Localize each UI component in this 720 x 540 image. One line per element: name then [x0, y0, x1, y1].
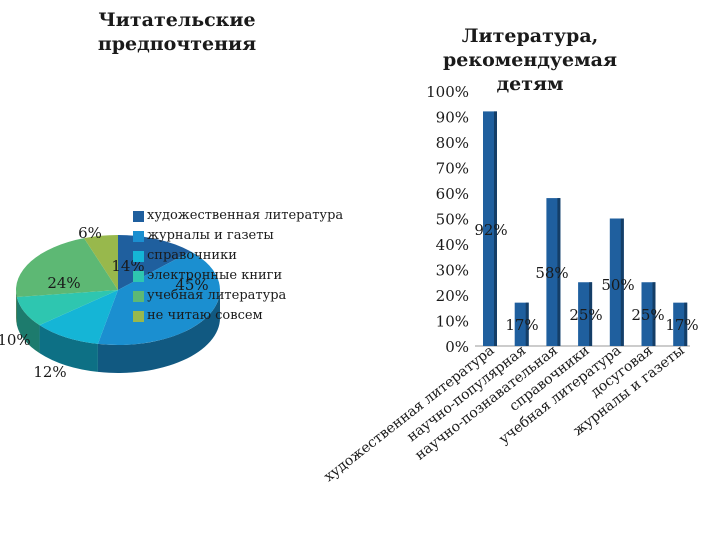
y-tick-label-1: 10% — [436, 313, 469, 331]
legend-label-1: журналы и газеты — [147, 228, 274, 243]
pie-slice-4 — [16, 238, 119, 297]
bar-value-label-3: 25% — [569, 306, 602, 324]
legend-entry-2: справочники — [133, 246, 343, 266]
bar-value-label-4: 50% — [601, 276, 634, 294]
y-tick-label-4: 40% — [436, 236, 469, 254]
y-tick-label-6: 60% — [436, 185, 469, 203]
pie-slice-side-1 — [97, 290, 220, 373]
bar-6 — [673, 302, 688, 346]
legend-swatch-1 — [133, 230, 144, 242]
y-tick-label-0: 0% — [445, 338, 469, 356]
pie-slice-5 — [84, 235, 118, 290]
bar-chart-title: Литература, рекомендуемая детям — [442, 25, 618, 95]
legend-entry-1: журналы и газеты — [133, 226, 343, 246]
pie-slice-side-3 — [16, 296, 40, 354]
bar-2 — [546, 198, 561, 346]
legend-swatch-2 — [133, 250, 144, 262]
bar-5 — [641, 282, 656, 346]
pie-value-label-1: 45% — [175, 276, 208, 294]
legend-label-3: электронные книги — [147, 268, 283, 283]
bar-shade-3 — [589, 282, 593, 346]
legend-swatch-3 — [133, 270, 144, 282]
pie-slice-1 — [97, 251, 220, 345]
y-tick-label-9: 90% — [436, 109, 469, 127]
bar-1 — [514, 302, 529, 346]
y-tick-label-5: 50% — [436, 211, 469, 229]
legend-label-4: учебная литература — [147, 288, 287, 303]
y-tick-label-2: 20% — [436, 287, 469, 305]
pie-value-label-2: 12% — [33, 363, 66, 381]
bar-3 — [578, 282, 593, 346]
bar-shade-1 — [525, 302, 529, 346]
pie-slice-side-4 — [16, 290, 17, 325]
pie-value-label-3: 10% — [0, 331, 31, 349]
pie-legend: художественная литература журналы и газет… — [133, 206, 343, 326]
bar-value-label-2: 58% — [535, 264, 568, 282]
y-tick-label-8: 80% — [436, 134, 469, 152]
pie-value-label-5: 6% — [78, 224, 102, 242]
bar-value-label-6: 17% — [665, 316, 698, 334]
y-tick-label-7: 70% — [436, 160, 469, 178]
pie-slice-3 — [16, 290, 118, 326]
pie-value-label-4: 24% — [47, 274, 80, 292]
bar-shade-6 — [684, 302, 688, 346]
legend-swatch-5 — [133, 310, 144, 322]
pie-chart-title: Читательские предпочтения — [97, 9, 257, 55]
legend-label-0: художественная литература — [147, 208, 344, 223]
bar-value-label-1: 17% — [505, 316, 538, 334]
bar-shade-5 — [652, 282, 656, 346]
bar-value-label-0: 92% — [474, 221, 507, 239]
bar-value-label-5: 25% — [631, 306, 664, 324]
legend-entry-3: электронные книги — [133, 266, 343, 286]
y-tick-label-10: 100% — [426, 83, 469, 101]
bar-0 — [483, 111, 497, 347]
bar-shade-0 — [494, 111, 497, 347]
bar-4 — [609, 218, 624, 346]
pie-chart: 14%45%12%10%24%6% — [0, 224, 220, 381]
legend-entry-5: не читаю совсем — [133, 306, 343, 326]
legend-entry-0: художественная литература — [133, 206, 343, 226]
pie-slice-side-2 — [39, 325, 98, 372]
bar-chart: 0% 10% 20% 30% 40% 50% 60% 70% 80% 90% 100% 92% 17% 5… — [321, 83, 699, 485]
bar-shade-4 — [620, 218, 624, 346]
pie-slice-2 — [39, 290, 118, 344]
y-tick-label-3: 30% — [436, 262, 469, 280]
bar-shade-2 — [557, 198, 561, 346]
legend-label-2: справочники — [147, 248, 237, 263]
legend-swatch-0 — [133, 210, 144, 222]
legend-label-5: не читаю совсем — [147, 308, 263, 323]
legend-entry-4: учебная литература — [133, 286, 343, 306]
legend-swatch-4 — [133, 290, 144, 302]
